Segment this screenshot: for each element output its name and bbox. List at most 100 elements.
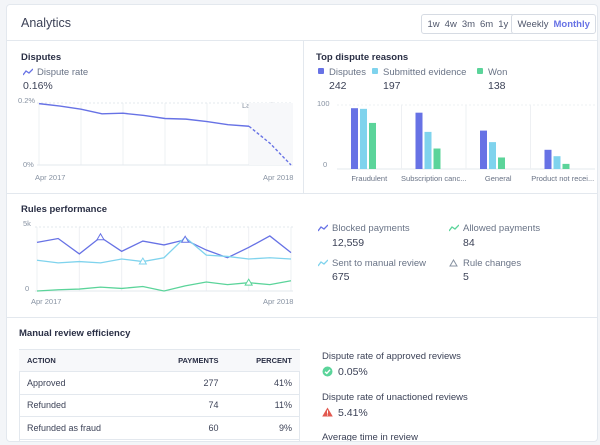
legend-evidence: Submitted evidence bbox=[372, 67, 466, 78]
bar-won bbox=[433, 148, 441, 169]
stat-blocked-value: 12,559 bbox=[332, 237, 365, 249]
category-label: Product not recei... bbox=[531, 174, 594, 183]
rule-change-marker bbox=[138, 257, 148, 265]
dispute-rate-value: 0.16% bbox=[23, 80, 53, 92]
evidence-swatch bbox=[372, 68, 378, 74]
dispute-rate-line-projected bbox=[248, 125, 292, 166]
period-selector: Weekly Monthly bbox=[511, 14, 597, 34]
range-1y[interactable]: 1y bbox=[498, 18, 509, 30]
disputes-swatch bbox=[318, 68, 324, 74]
bar-submitted-evidence bbox=[553, 156, 561, 169]
manual-review-table: ACTION PAYMENTS PERCENT Approved 277 41%… bbox=[19, 349, 300, 440]
stat-allowed-value: 84 bbox=[463, 237, 475, 249]
stat-allowed-label: Allowed payments bbox=[463, 223, 541, 234]
row-action: Refunded bbox=[19, 394, 147, 417]
row-action: Refunded as fraud bbox=[19, 416, 147, 440]
stat-blocked: Blocked payments bbox=[317, 223, 410, 234]
row-payments: 277 bbox=[146, 371, 227, 395]
row-percent: 9% bbox=[226, 416, 300, 440]
period-monthly[interactable]: Monthly bbox=[553, 18, 590, 30]
page-title: Analytics bbox=[21, 16, 72, 30]
triangle-icon bbox=[449, 259, 458, 267]
bar-disputes bbox=[544, 149, 552, 169]
approved-reviews-value: 0.05% bbox=[338, 366, 368, 378]
legend-won: Won bbox=[477, 67, 507, 78]
stat-manual-label: Sent to manual review bbox=[332, 258, 426, 269]
unactioned-reviews-stat: 5.41% bbox=[322, 407, 368, 419]
stat-allowed: Allowed payments bbox=[448, 223, 541, 234]
rules-chart bbox=[35, 226, 293, 292]
stat-blocked-label: Blocked payments bbox=[332, 223, 410, 234]
disputes-y-bottom: 0% bbox=[23, 160, 34, 169]
range-3m[interactable]: 3m bbox=[461, 18, 476, 30]
reasons-y-bottom: 0 bbox=[323, 160, 328, 169]
range-6m[interactable]: 6m bbox=[480, 18, 494, 30]
analytics-header: Analytics 1w 4w 3m 6m 1y Weekly Monthly bbox=[7, 5, 597, 41]
stat-rule-changes: Rule changes bbox=[449, 258, 521, 269]
legend-evidence-value: 197 bbox=[383, 80, 401, 92]
reasons-chart: Fraudulent Subscription canc... General Pro… bbox=[337, 104, 595, 183]
series-blocked-payments bbox=[36, 235, 292, 259]
divider bbox=[7, 193, 597, 194]
category-label: General bbox=[485, 174, 512, 183]
divider bbox=[7, 317, 597, 318]
approved-reviews-stat: 0.05% bbox=[322, 366, 368, 378]
unactioned-reviews-value: 5.41% bbox=[338, 407, 368, 419]
manual-review-title: Manual review efficiency bbox=[19, 328, 131, 339]
bar-submitted-evidence bbox=[489, 142, 496, 169]
stat-rule-changes-value: 5 bbox=[463, 271, 469, 283]
avg-time-label: Average time in review bbox=[322, 432, 418, 442]
legend-disputes: Disputes bbox=[318, 67, 366, 78]
col-percent[interactable]: PERCENT bbox=[226, 349, 300, 372]
legend-won-value: 138 bbox=[488, 80, 506, 92]
col-payments[interactable]: PAYMENTS bbox=[146, 349, 227, 372]
analytics-card: Analytics 1w 4w 3m 6m 1y Weekly Monthly … bbox=[6, 4, 598, 442]
category-label: Subscription canc... bbox=[401, 174, 466, 183]
trend-line-icon bbox=[22, 68, 34, 76]
dispute-rate-label: Dispute rate bbox=[37, 67, 89, 78]
rules-title: Rules performance bbox=[21, 204, 108, 215]
bar-won bbox=[369, 122, 376, 169]
legend-disputes-label: Disputes bbox=[329, 67, 366, 78]
stat-manual: Sent to manual review bbox=[317, 258, 426, 269]
rule-change-marker bbox=[244, 278, 254, 286]
row-payments: 60 bbox=[146, 416, 227, 440]
last-90-days-region bbox=[249, 103, 293, 165]
period-weekly[interactable]: Weekly bbox=[517, 18, 549, 30]
legend-disputes-value: 242 bbox=[329, 80, 347, 92]
table-row[interactable]: Approved 277 41% bbox=[19, 371, 300, 395]
dispute-rate-line bbox=[38, 102, 250, 127]
table-row[interactable]: Refunded as fraud 60 9% bbox=[19, 416, 300, 440]
range-4w[interactable]: 4w bbox=[444, 18, 457, 30]
rules-y-top: 5k bbox=[23, 219, 31, 228]
row-action: Approved bbox=[19, 371, 147, 395]
bar-won bbox=[498, 157, 505, 169]
table-row[interactable]: Refunded 74 11% bbox=[19, 394, 300, 417]
rule-change-marker bbox=[96, 232, 105, 241]
trend-line-icon bbox=[317, 259, 329, 267]
divider bbox=[303, 41, 304, 193]
disputes-y-top: 0.2% bbox=[18, 96, 36, 105]
row-percent: 11% bbox=[226, 394, 300, 417]
rules-x-start: Apr 2017 bbox=[31, 297, 62, 306]
approved-reviews-label: Dispute rate of approved reviews bbox=[322, 351, 461, 362]
disputes-x-end: Apr 2018 bbox=[263, 173, 294, 182]
warning-icon bbox=[322, 407, 333, 417]
trend-line-icon bbox=[317, 224, 329, 232]
range-1w[interactable]: 1w bbox=[427, 18, 440, 30]
table-header-row: ACTION PAYMENTS PERCENT bbox=[19, 349, 300, 372]
unactioned-reviews-label: Dispute rate of unactioned reviews bbox=[322, 392, 468, 403]
category-label: Fraudulent bbox=[351, 174, 388, 183]
range-selector: 1w 4w 3m 6m 1y bbox=[421, 14, 515, 34]
disputes-title: Disputes bbox=[21, 52, 62, 63]
row-payments: 74 bbox=[146, 394, 227, 417]
legend-evidence-label: Submitted evidence bbox=[383, 67, 467, 78]
col-action[interactable]: ACTION bbox=[19, 349, 147, 372]
stat-rule-changes-label: Rule changes bbox=[463, 258, 522, 269]
bar-submitted-evidence bbox=[424, 131, 432, 169]
reasons-title: Top dispute reasons bbox=[316, 52, 409, 63]
rule-change-marker bbox=[180, 235, 190, 243]
rules-y-bottom: 0 bbox=[25, 284, 30, 293]
dispute-rate-legend: Dispute rate bbox=[22, 67, 89, 78]
check-circle-icon bbox=[322, 366, 333, 377]
